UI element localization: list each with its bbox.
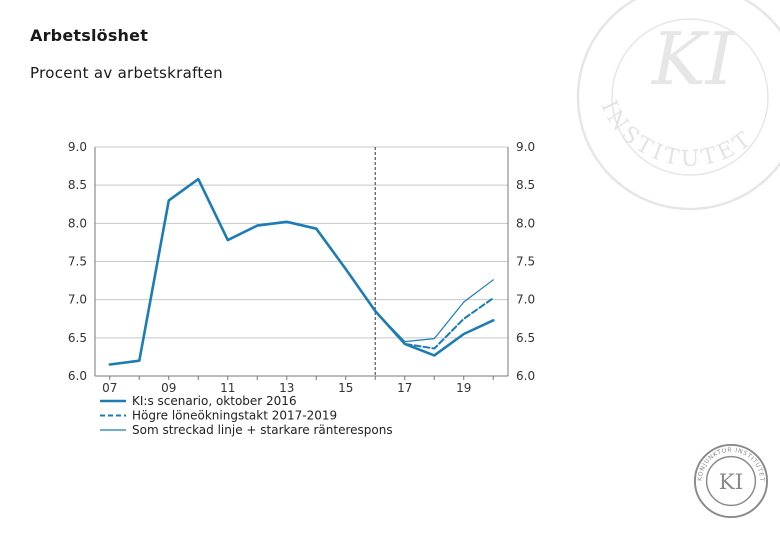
x-tick-label: 13: [279, 381, 294, 395]
y-tick-label-left: 8.5: [68, 178, 87, 192]
watermark-monogram: KI: [650, 17, 736, 101]
x-tick-label: 11: [220, 381, 235, 395]
y-tick-label-right: 7.0: [516, 293, 535, 307]
y-tick-label-left: 7.5: [68, 255, 87, 269]
legend-label-2: Högre löneökningstakt 2017-2019: [132, 409, 337, 423]
x-tick-label: 15: [338, 381, 353, 395]
y-tick-label-left: 9.0: [68, 140, 87, 154]
y-tick-label-left: 6.5: [68, 331, 87, 345]
series-line-1: [108, 177, 495, 366]
x-tick-label: 19: [456, 381, 471, 395]
ki-logo: KONJUNKTUR INSTITUTET KI: [693, 443, 769, 519]
x-tick-label: 09: [161, 381, 176, 395]
logo-monogram: KI: [719, 470, 743, 495]
legend-label-1: KI:s scenario, oktober 2016: [132, 394, 297, 408]
y-tick-label-right: 8.0: [516, 216, 535, 230]
y-tick-label-right: 7.5: [516, 255, 535, 269]
y-tick-label-right: 9.0: [516, 140, 535, 154]
series-line-2: [374, 297, 495, 350]
ki-watermark-seal: INSTITUTET KI: [576, 0, 780, 211]
chart-title: Arbetslöshet: [30, 26, 149, 45]
y-tick-label-left: 6.0: [68, 369, 87, 383]
y-tick-label-right: 6.0: [516, 369, 535, 383]
x-tick-label: 07: [102, 381, 117, 395]
y-tick-label-right: 6.5: [516, 331, 535, 345]
y-tick-label-left: 8.0: [68, 216, 87, 230]
y-tick-label-left: 7.0: [68, 293, 87, 307]
x-tick-label: 17: [397, 381, 412, 395]
y-tick-label-right: 8.5: [516, 178, 535, 192]
chart-subtitle: Procent av arbetskraften: [30, 64, 223, 82]
legend-label-3: Som streckad linje + starkare ränterespo…: [132, 423, 393, 437]
